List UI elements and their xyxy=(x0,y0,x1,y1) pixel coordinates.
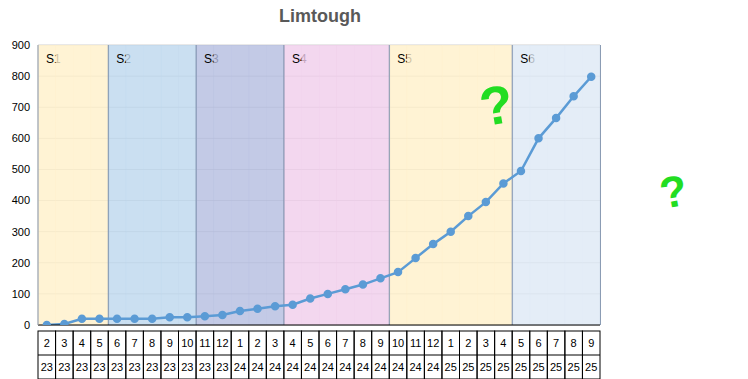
svg-text:24: 24 xyxy=(392,361,404,373)
svg-text:400: 400 xyxy=(12,194,30,206)
svg-text:23: 23 xyxy=(111,361,123,373)
svg-text:700: 700 xyxy=(12,101,30,113)
svg-text:300: 300 xyxy=(12,226,30,238)
svg-text:S2: S2 xyxy=(116,52,131,66)
svg-text:23: 23 xyxy=(199,361,211,373)
svg-text:7: 7 xyxy=(132,337,138,349)
svg-text:11: 11 xyxy=(410,337,421,349)
svg-text:25: 25 xyxy=(480,361,492,373)
svg-text:24: 24 xyxy=(339,361,351,373)
svg-text:25: 25 xyxy=(568,361,580,373)
svg-text:600: 600 xyxy=(12,132,30,144)
svg-text:25: 25 xyxy=(445,361,457,373)
svg-text:23: 23 xyxy=(164,361,176,373)
svg-text:5: 5 xyxy=(307,337,313,349)
svg-text:7: 7 xyxy=(342,337,348,349)
svg-text:3: 3 xyxy=(483,337,489,349)
svg-text:25: 25 xyxy=(462,361,474,373)
svg-text:6: 6 xyxy=(114,337,120,349)
svg-text:8: 8 xyxy=(149,337,155,349)
svg-text:24: 24 xyxy=(287,361,299,373)
svg-text:24: 24 xyxy=(234,361,246,373)
svg-text:9: 9 xyxy=(377,337,383,349)
svg-text:5: 5 xyxy=(96,337,102,349)
svg-text:8: 8 xyxy=(571,337,577,349)
svg-text:24: 24 xyxy=(409,361,421,373)
svg-text:24: 24 xyxy=(427,361,439,373)
svg-text:1: 1 xyxy=(448,337,454,349)
svg-text:25: 25 xyxy=(515,361,527,373)
svg-text:23: 23 xyxy=(128,361,140,373)
svg-text:900: 900 xyxy=(12,39,30,51)
svg-text:23: 23 xyxy=(93,361,105,373)
svg-text:5: 5 xyxy=(518,337,524,349)
svg-text:24: 24 xyxy=(269,361,281,373)
svg-text:10: 10 xyxy=(181,337,193,349)
svg-text:23: 23 xyxy=(216,361,228,373)
svg-text:S4: S4 xyxy=(291,52,307,66)
svg-text:2: 2 xyxy=(44,337,50,349)
svg-text:24: 24 xyxy=(304,361,316,373)
svg-text:25: 25 xyxy=(532,361,544,373)
svg-text:11: 11 xyxy=(199,337,210,349)
svg-text:9: 9 xyxy=(588,337,594,349)
svg-text:25: 25 xyxy=(550,361,562,373)
svg-text:4: 4 xyxy=(290,337,296,349)
svg-text:23: 23 xyxy=(58,361,70,373)
svg-text:6: 6 xyxy=(325,337,331,349)
svg-text:4: 4 xyxy=(500,337,506,349)
html-text:Limtough: Limtough xyxy=(279,6,361,26)
svg-text:9: 9 xyxy=(167,337,173,349)
svg-text:2: 2 xyxy=(254,337,260,349)
svg-text:24: 24 xyxy=(251,361,263,373)
svg-text:25: 25 xyxy=(497,361,509,373)
svg-text:23: 23 xyxy=(41,361,53,373)
svg-text:S6: S6 xyxy=(520,52,535,66)
svg-text:10: 10 xyxy=(392,337,404,349)
svg-text:23: 23 xyxy=(146,361,158,373)
svg-text:6: 6 xyxy=(535,337,541,349)
svg-text:S5: S5 xyxy=(397,52,412,66)
svg-text:200: 200 xyxy=(12,257,30,269)
svg-text:8: 8 xyxy=(360,337,366,349)
svg-text:S1: S1 xyxy=(46,52,61,66)
svg-text:25: 25 xyxy=(585,361,597,373)
svg-text:3: 3 xyxy=(61,337,67,349)
svg-text:12: 12 xyxy=(216,337,228,349)
svg-text:500: 500 xyxy=(12,163,30,175)
svg-text:23: 23 xyxy=(76,361,88,373)
svg-text:24: 24 xyxy=(374,361,386,373)
svg-text:4: 4 xyxy=(79,337,85,349)
svg-text:24: 24 xyxy=(357,361,369,373)
svg-text:0: 0 xyxy=(24,319,30,331)
svg-text:800: 800 xyxy=(12,70,30,82)
svg-text:12: 12 xyxy=(427,337,439,349)
svg-text:100: 100 xyxy=(12,288,30,300)
svg-text:24: 24 xyxy=(322,361,334,373)
svg-text:7: 7 xyxy=(553,337,559,349)
svg-text:3: 3 xyxy=(272,337,278,349)
svg-text:S3: S3 xyxy=(204,52,219,66)
svg-text:23: 23 xyxy=(181,361,193,373)
svg-text:2: 2 xyxy=(465,337,471,349)
svg-text:1: 1 xyxy=(237,337,243,349)
